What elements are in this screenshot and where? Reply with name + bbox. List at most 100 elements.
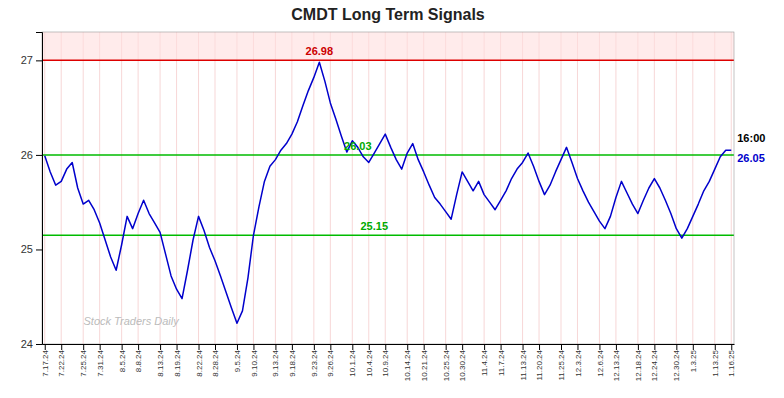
grid-line xyxy=(407,32,408,344)
x-tick: 11.4.24 xyxy=(480,344,489,376)
x-tick-mark xyxy=(314,344,315,350)
x-tick-mark xyxy=(462,344,463,350)
x-tick-label: 9.10.24 xyxy=(250,349,259,376)
x-tick-label: 11.7.24 xyxy=(497,349,506,376)
x-tick-label: 7.17.24 xyxy=(41,349,50,376)
x-tick: 9.18.24 xyxy=(288,344,297,377)
x-tick-label: 7.31.24 xyxy=(96,349,105,376)
x-tick-mark xyxy=(160,344,161,350)
grid-line xyxy=(731,32,732,344)
x-tick-label: 8.13.24 xyxy=(156,349,165,376)
x-tick-mark xyxy=(385,344,386,350)
x-tick: 7.25.24 xyxy=(79,344,88,377)
x-tick: 1.13.25 xyxy=(711,344,720,377)
x-tick-mark xyxy=(45,344,46,350)
x-tick: 9.26.24 xyxy=(326,344,335,377)
grid-line xyxy=(676,32,677,344)
price-line xyxy=(45,62,732,323)
x-tick-mark xyxy=(352,344,353,350)
x-tick: 10.14.24 xyxy=(403,344,412,381)
x-tick: 12.13.24 xyxy=(612,344,621,381)
x-tick-mark xyxy=(100,344,101,350)
x-tick-mark xyxy=(446,344,447,350)
grid-line xyxy=(253,32,254,344)
y-tick-label: 24 xyxy=(21,338,33,350)
x-tick-mark xyxy=(122,344,123,350)
grid xyxy=(45,32,732,344)
x-tick: 10.21.24 xyxy=(420,344,429,381)
x-tick-label: 1.13.25 xyxy=(711,349,720,376)
grid-line xyxy=(561,32,562,344)
x-tick: 1.3.25 xyxy=(689,344,698,372)
x-tick-mark xyxy=(561,344,562,350)
y-axis-line xyxy=(36,33,43,345)
reference-line xyxy=(42,154,734,156)
x-tick-mark xyxy=(83,344,84,350)
x-tick: 8.8.24 xyxy=(134,344,143,372)
grid-line xyxy=(121,32,122,344)
x-tick-label: 8.28.24 xyxy=(211,349,220,376)
x-tick: 9.10.24 xyxy=(250,344,259,377)
x-tick-label: 8.5.24 xyxy=(118,349,127,372)
annotation: 26.98 xyxy=(306,45,334,57)
x-tick-label: 11.13.24 xyxy=(519,349,528,380)
x-tick-mark xyxy=(275,344,276,350)
x-tick-label: 10.1.24 xyxy=(348,349,357,376)
y-tick: 27 xyxy=(21,54,42,66)
grid-line xyxy=(599,32,600,344)
x-tick-mark xyxy=(599,344,600,350)
x-tick-mark xyxy=(676,344,677,350)
x-tick-label: 12.3.24 xyxy=(574,349,583,376)
grid-line xyxy=(99,32,100,344)
x-tick: 11.13.24 xyxy=(519,344,528,381)
x-tick: 10.1.24 xyxy=(348,344,357,377)
x-tick-mark xyxy=(237,344,238,350)
shaded-band xyxy=(42,32,734,60)
x-tick: 7.17.24 xyxy=(41,344,50,377)
x-tick: 11.20.24 xyxy=(535,344,544,381)
x-tick-mark xyxy=(369,344,370,350)
x-tick-mark xyxy=(715,344,716,350)
grid-line xyxy=(654,32,655,344)
x-tick-label: 9.18.24 xyxy=(288,349,297,376)
grid-line xyxy=(692,32,693,344)
x-tick-mark xyxy=(693,344,694,350)
grid-line xyxy=(539,32,540,344)
x-tick-mark xyxy=(638,344,639,350)
x-tick-label: 9.13.24 xyxy=(271,349,280,376)
y-tick: 26 xyxy=(21,149,42,161)
annotation: 26.03 xyxy=(344,140,372,152)
grid-line xyxy=(291,32,292,344)
x-tick-label: 1.3.25 xyxy=(689,349,698,372)
y-tick-mark xyxy=(36,60,42,61)
x-tick-mark xyxy=(616,344,617,350)
y-tick-mark xyxy=(36,344,42,345)
title: CMDT Long Term Signals xyxy=(291,6,485,23)
chart: CMDT Long Term Signals 7.17.24 7.22.24 7.25… xyxy=(0,0,784,398)
grid-line xyxy=(445,32,446,344)
x-tick: 8.19.24 xyxy=(173,344,182,377)
x-tick-label: 7.22.24 xyxy=(57,349,66,376)
x-tick-label: 9.23.24 xyxy=(310,349,319,376)
grid-line xyxy=(484,32,485,344)
x-tick-label: 11.20.24 xyxy=(535,349,544,380)
plot-frame xyxy=(42,32,734,344)
x-tick-mark xyxy=(407,344,408,350)
x-tick-mark xyxy=(138,344,139,350)
x-tick-label: 10.25.24 xyxy=(442,349,451,381)
grid-line xyxy=(61,32,62,344)
grid-line xyxy=(83,32,84,344)
x-tick-label: 12.13.24 xyxy=(612,349,621,381)
x-tick: 7.22.24 xyxy=(57,344,66,377)
x-tick-mark xyxy=(523,344,524,350)
grid-line xyxy=(522,32,523,344)
y-axis: 24 25 26 27 xyxy=(21,33,43,351)
x-tick-mark xyxy=(539,344,540,350)
y-tick: 24 xyxy=(21,338,42,350)
x-tick-mark xyxy=(199,344,200,350)
x-tick-label: 12.24.24 xyxy=(650,349,659,381)
y-tick-label: 25 xyxy=(21,243,33,255)
x-tick: 10.30.24 xyxy=(458,344,467,381)
grid-line xyxy=(176,32,177,344)
x-tick: 9.5.24 xyxy=(233,344,242,372)
